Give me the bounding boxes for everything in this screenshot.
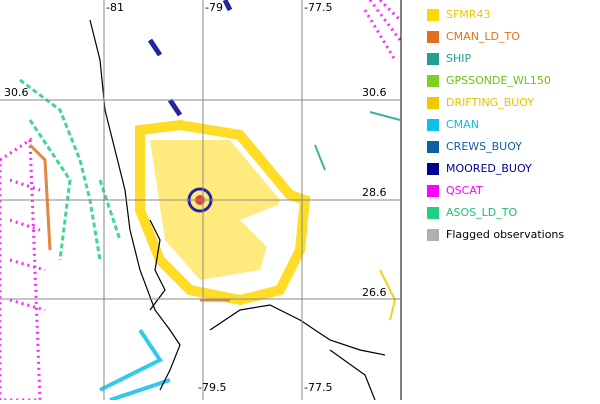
observations [0, 0, 402, 402]
legend-swatch [427, 229, 439, 241]
legend-label: SFMR43 [446, 8, 490, 21]
cuba-coast [209, 304, 386, 356]
legend-swatch [427, 185, 439, 197]
buoy-cluster-fill [150, 140, 280, 280]
legend-swatch [427, 31, 439, 43]
coordinate-label: -79.5 [198, 381, 226, 394]
coordinate-label: -79 [205, 1, 223, 14]
legend-label: CMAN [446, 118, 479, 131]
legend-label: CREWS_BUOY [446, 140, 522, 153]
legend-swatch [427, 163, 439, 175]
legend-swatch [427, 207, 439, 219]
coordinate-label: 30.6 [362, 86, 387, 99]
coordinate-label: -81 [106, 1, 124, 14]
cman-barbs [99, 328, 171, 402]
legend-swatch [427, 141, 439, 153]
drifting-barbs [379, 269, 397, 321]
ship-barbs [314, 111, 401, 171]
legend-label: ASOS_LD_TO [446, 206, 517, 219]
graticule [0, 0, 400, 400]
legend-swatch [427, 119, 439, 131]
legend-swatch [427, 9, 439, 21]
legend-swatch [427, 53, 439, 65]
coordinate-label: -77.5 [304, 1, 332, 14]
legend-label: DRIFTING_BUOY [446, 96, 534, 109]
coordinate-label: -77.5 [304, 381, 332, 394]
coordinate-label: 28.6 [362, 186, 387, 199]
qscat-points [363, 0, 402, 61]
buoy-gap [240, 200, 290, 260]
bahamas-island [149, 219, 166, 311]
legend-label: SHIP [446, 52, 471, 65]
legend-swatch [427, 75, 439, 87]
island-coast [329, 349, 376, 401]
legend-label: GPSSONDE_WL150 [446, 74, 551, 87]
legend-label: QSCAT [446, 184, 483, 197]
legend-label: MOORED_BUOY [446, 162, 532, 175]
legend-label: CMAN_LD_TO [446, 30, 520, 43]
moored-barbs [147, 0, 233, 117]
buoy-cluster [135, 119, 311, 306]
legend-swatch [427, 97, 439, 109]
legend-label: Flagged observations [446, 228, 564, 241]
cman-ld-barbs [28, 143, 230, 302]
coordinate-label: 26.6 [362, 286, 387, 299]
coordinate-label: 30.6 [4, 86, 29, 99]
